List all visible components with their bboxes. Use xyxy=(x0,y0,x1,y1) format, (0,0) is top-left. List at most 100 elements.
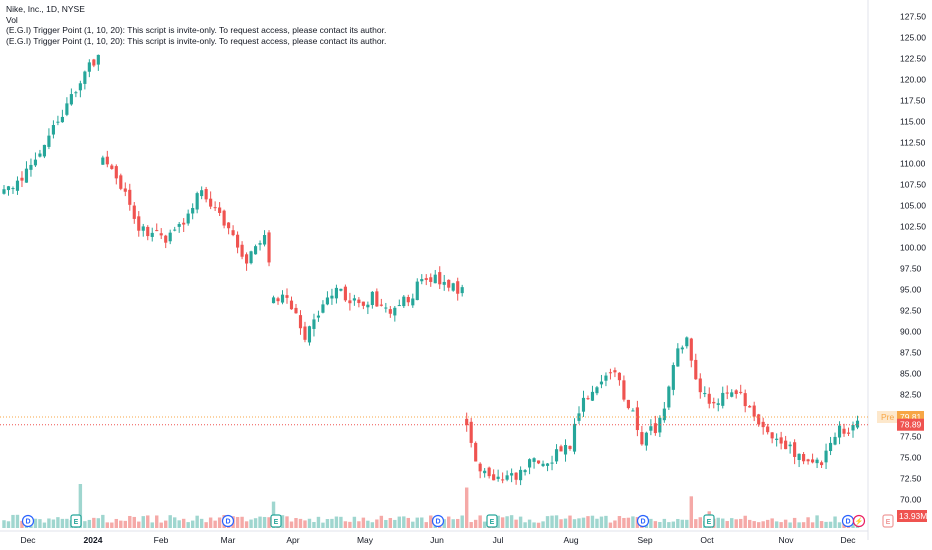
x-tick-label: Feb xyxy=(154,535,169,545)
candle-body xyxy=(191,207,195,214)
volume-bar xyxy=(563,518,568,528)
symbol-title[interactable]: Nike, Inc., 1D, NYSE xyxy=(6,4,85,14)
volume-bar xyxy=(797,522,801,528)
volume-bar xyxy=(375,519,379,528)
volume-bar xyxy=(96,518,101,528)
earnings-marker[interactable]: E xyxy=(270,514,282,528)
candle-body xyxy=(69,94,73,105)
volume-bar xyxy=(303,520,307,528)
volume-bar xyxy=(33,518,38,528)
earnings-marker[interactable]: E xyxy=(486,514,498,528)
volume-bar xyxy=(155,515,159,528)
earnings-marker[interactable]: E xyxy=(882,514,894,528)
candle-body xyxy=(177,223,181,227)
volume-bar xyxy=(801,522,806,528)
earnings-marker[interactable]: E xyxy=(703,514,715,528)
volume-bar xyxy=(608,522,613,528)
y-tick-label: 97.50 xyxy=(900,263,922,273)
volume-bar xyxy=(554,515,559,528)
candle-body xyxy=(510,473,514,476)
candle-body xyxy=(833,436,837,445)
candle-body xyxy=(168,232,172,242)
candle-body xyxy=(195,193,199,210)
volume-bar xyxy=(11,514,15,528)
candle-body xyxy=(685,337,689,347)
candle-body xyxy=(689,338,693,361)
candle-body xyxy=(330,295,334,299)
volume-bar xyxy=(204,522,208,528)
candle-body xyxy=(222,210,226,226)
marker-shape xyxy=(486,514,498,528)
earnings-marker[interactable]: E xyxy=(70,514,82,528)
marker-shape xyxy=(270,514,282,528)
candle-body xyxy=(631,410,635,412)
marker-letter: E xyxy=(707,519,712,526)
candle-body xyxy=(74,92,78,94)
candle-body xyxy=(649,426,653,431)
last-price-tag[interactable]: 78.89 xyxy=(897,418,924,431)
candle-body xyxy=(209,198,213,207)
volume-bar xyxy=(455,518,460,528)
volume-bar xyxy=(662,518,667,528)
volume-bar xyxy=(698,517,702,528)
y-tick-label: 110.00 xyxy=(900,158,926,168)
dividend-marker[interactable]: D xyxy=(431,514,445,528)
split-marker[interactable]: ⚡ xyxy=(852,514,866,528)
candle-body xyxy=(447,279,451,288)
volume-bar xyxy=(828,521,833,528)
volume-bar xyxy=(761,521,765,528)
volume-bar xyxy=(590,515,595,528)
last-value: 78.89 xyxy=(900,420,922,430)
candle-body xyxy=(707,393,711,404)
candle-body xyxy=(33,159,38,166)
candle-body xyxy=(474,442,478,462)
candle-body xyxy=(528,459,532,468)
volume-bar xyxy=(442,519,446,528)
volume-bar xyxy=(631,516,635,528)
candle-body xyxy=(325,297,330,305)
candle-body xyxy=(92,59,96,66)
indicator-label-2[interactable]: (E.G.I) Trigger Point (1, 10, 20): This … xyxy=(6,35,387,46)
volume-bar xyxy=(824,521,828,528)
dividend-marker[interactable]: D xyxy=(636,514,650,528)
volume-bar xyxy=(676,518,680,528)
candle-body xyxy=(366,304,370,308)
volume-bar xyxy=(240,516,244,528)
volume-bar xyxy=(65,518,69,528)
volume-indicator-label[interactable]: Vol xyxy=(6,14,18,25)
marker-letter: D xyxy=(435,519,440,526)
volume-bar xyxy=(267,517,271,528)
candle-body xyxy=(604,375,608,381)
candle-body xyxy=(752,405,756,417)
candle-body xyxy=(536,460,541,464)
volume-value-tag[interactable]: 13.93M xyxy=(897,510,927,522)
candle-body xyxy=(703,393,707,395)
candle-body xyxy=(519,469,523,481)
candle-body xyxy=(644,432,648,446)
volume-bar xyxy=(527,519,532,528)
volume-bar xyxy=(415,517,419,528)
candle-body xyxy=(303,326,307,340)
volume-series xyxy=(2,484,860,528)
candle-body xyxy=(339,288,343,291)
marker-shape xyxy=(882,514,894,528)
candle-body xyxy=(379,304,383,306)
volume-bar xyxy=(298,518,303,528)
candle-body xyxy=(262,235,267,245)
dividend-marker[interactable]: D xyxy=(221,514,235,528)
indicator-label-1[interactable]: (E.G.I) Trigger Point (1, 10, 20): This … xyxy=(6,25,387,35)
volume-bar xyxy=(402,516,406,528)
x-tick-label: Mar xyxy=(221,535,236,545)
volume-bar xyxy=(105,522,110,528)
candle-body xyxy=(415,281,419,301)
candle-body xyxy=(581,397,586,412)
dividend-marker[interactable]: D xyxy=(841,514,855,528)
dividend-marker[interactable]: D xyxy=(21,514,35,528)
candle-body xyxy=(285,295,289,298)
volume-bar xyxy=(478,515,482,528)
candle-body xyxy=(784,440,788,450)
marker-letter: ⚡ xyxy=(855,517,864,526)
volume-bar xyxy=(388,517,393,528)
candle-body xyxy=(671,365,675,390)
